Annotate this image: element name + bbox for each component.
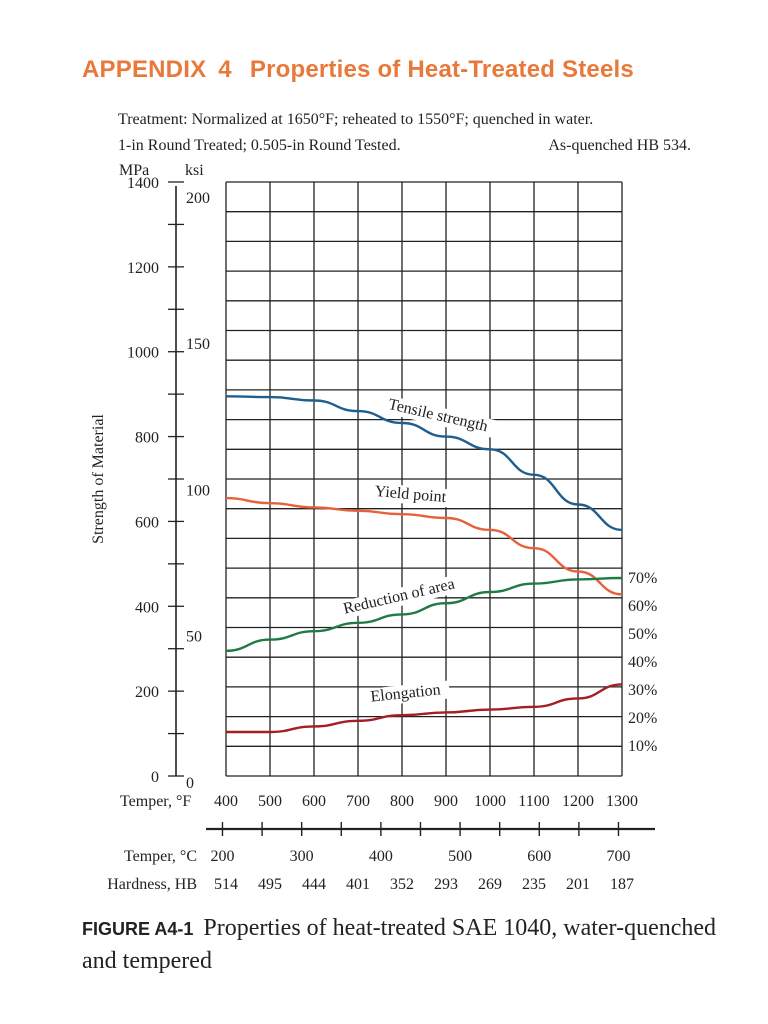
x-tick-label-f: 400 [214, 793, 238, 810]
y-tick-label-mpa: 200 [135, 684, 159, 701]
celsius-tick-label: 300 [290, 848, 314, 865]
appendix-heading: APPENDIX 4 Properties of Heat-Treated Stee… [82, 56, 634, 84]
y-tick-label-ksi: 100 [186, 482, 210, 499]
series-label-yield-point: Yield point [374, 483, 447, 506]
figure-label: FIGURE A4-1 [82, 919, 194, 939]
y-tick-label-mpa: 1400 [127, 175, 159, 192]
as-quenched-note: As-quenched HB 534. [548, 137, 691, 154]
right-tick-label: 30% [628, 682, 657, 699]
y-tick-label-mpa: 1200 [127, 260, 159, 277]
series-label-bg [370, 392, 506, 441]
x-tick-label-f: 1100 [518, 793, 549, 810]
series-line-yield-point [225, 496, 623, 596]
y-tick-label-ksi: 150 [186, 336, 210, 353]
y-tick-label-mpa: 0 [151, 769, 159, 786]
hardness-value: 293 [434, 876, 458, 893]
hardness-value: 514 [214, 876, 238, 893]
y-tick-label-mpa: 1000 [127, 345, 159, 362]
hardness-value: 495 [258, 876, 282, 893]
x-tick-label-f: 600 [302, 793, 326, 810]
x-tick-label-f: 1200 [562, 793, 594, 810]
treatment-note: Treatment: Normalized at 1650°F; reheate… [118, 111, 593, 128]
x-axis-title: Temper, °F [120, 793, 191, 810]
right-tick-label: 20% [628, 710, 657, 727]
hardness-title: Hardness, HB [107, 876, 197, 893]
x-tick-label-f: 1000 [474, 793, 506, 810]
right-tick-label: 60% [628, 598, 657, 615]
figure-caption-text: Properties of heat-treated SAE 1040, wat… [82, 915, 717, 974]
celsius-tick-label: 500 [448, 848, 472, 865]
celsius-tick-label: 700 [606, 848, 630, 865]
hardness-value: 201 [566, 876, 590, 893]
hardness-value: 401 [346, 876, 370, 893]
celsius-axis-title: Temper, °C [124, 848, 197, 865]
right-tick-label: 40% [628, 654, 657, 671]
series-label-elongation: Elongation [370, 681, 442, 705]
y-axis-title: Strength of Material [90, 414, 107, 544]
hardness-value: 269 [478, 876, 502, 893]
x-tick-label-f: 800 [390, 793, 414, 810]
x-tick-label-f: 700 [346, 793, 370, 810]
properties-chart: Treatment: Normalized at 1650°F; reheate… [90, 111, 691, 893]
y-unit-mpa: MPa [119, 162, 149, 179]
appendix-label: APPENDIX [82, 56, 207, 83]
y-tick-label-ksi: 0 [186, 775, 194, 792]
series-line-reduction-of-area [225, 576, 623, 652]
x-tick-label-f: 900 [434, 793, 458, 810]
right-tick-label: 50% [628, 626, 657, 643]
celsius-tick-label: 400 [369, 848, 393, 865]
y-tick-label-mpa: 600 [135, 514, 159, 531]
series-label-bg [361, 481, 459, 509]
series-label-bg [360, 680, 451, 708]
series-label-bg [327, 572, 471, 622]
series-line-tensile-strength [225, 395, 623, 532]
y-unit-ksi: ksi [185, 162, 204, 179]
series-line-elongation [226, 683, 623, 734]
appendix-number: 4 [218, 56, 232, 83]
y-tick-label-ksi: 50 [186, 629, 202, 646]
hardness-value: 235 [522, 876, 546, 893]
celsius-tick-label: 200 [210, 848, 234, 865]
hardness-value: 444 [302, 876, 326, 893]
hardness-value: 187 [610, 876, 634, 893]
y-tick-label-ksi: 200 [186, 190, 210, 207]
right-tick-label: 70% [628, 570, 657, 587]
celsius-tick-label: 600 [527, 848, 551, 865]
x-tick-label-f: 1300 [606, 793, 638, 810]
hardness-value: 352 [390, 876, 414, 893]
specimen-note: 1-in Round Treated; 0.505-in Round Teste… [118, 137, 401, 154]
y-tick-label-mpa: 800 [135, 430, 159, 447]
appendix-title: Properties of Heat-Treated Steels [249, 56, 634, 83]
figure-caption: FIGURE A4-1 Properties of heat-treated SA… [82, 912, 722, 977]
right-tick-label: 10% [628, 738, 657, 755]
x-tick-label-f: 500 [258, 793, 282, 810]
y-tick-label-mpa: 400 [135, 599, 159, 616]
